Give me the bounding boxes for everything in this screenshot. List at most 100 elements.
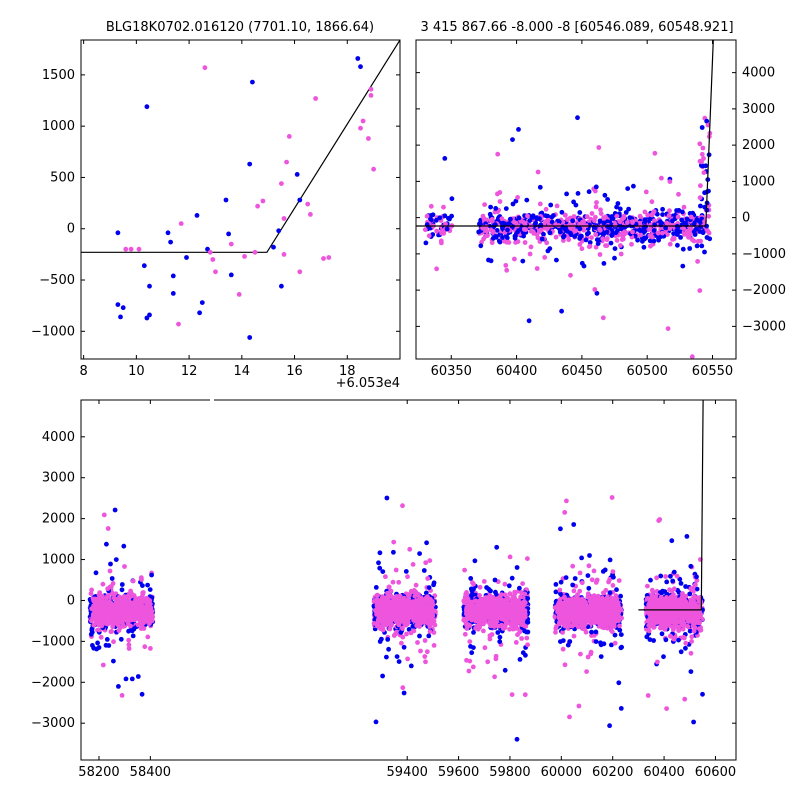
data-point xyxy=(676,208,682,213)
data-point xyxy=(423,240,429,246)
data-point xyxy=(145,582,151,588)
data-point xyxy=(687,246,693,251)
data-point xyxy=(558,526,563,532)
data-point xyxy=(379,636,384,642)
data-point xyxy=(627,215,633,221)
data-point xyxy=(510,137,515,143)
data-point xyxy=(438,238,444,244)
data-point xyxy=(592,287,598,292)
data-point xyxy=(484,228,489,234)
data-point xyxy=(482,202,487,208)
data-point xyxy=(247,335,253,340)
data-point xyxy=(437,215,443,221)
data-point xyxy=(573,228,578,234)
data-point xyxy=(489,217,495,223)
data-point xyxy=(594,200,599,205)
data-point xyxy=(675,242,680,248)
data-point xyxy=(543,225,548,231)
data-point xyxy=(589,235,594,241)
data-point xyxy=(141,619,147,625)
data-point xyxy=(610,216,616,222)
data-point xyxy=(520,219,526,225)
data-point xyxy=(441,204,446,210)
data-point xyxy=(596,145,602,150)
data-point xyxy=(600,315,606,321)
data-point xyxy=(380,673,385,679)
data-point xyxy=(507,554,513,560)
data-point xyxy=(625,220,630,225)
data-point xyxy=(281,216,287,221)
data-point xyxy=(612,632,618,638)
data-point xyxy=(576,703,582,709)
data-point xyxy=(649,199,655,205)
data-point xyxy=(513,640,519,645)
data-point xyxy=(631,183,636,189)
data-point xyxy=(109,576,115,581)
data-point xyxy=(148,646,153,651)
data-point xyxy=(564,191,569,197)
data-point xyxy=(255,203,260,209)
data-point xyxy=(618,251,624,257)
data-point xyxy=(202,65,208,71)
data-point xyxy=(609,233,615,239)
data-point xyxy=(96,627,102,633)
data-point xyxy=(515,229,520,235)
data-point xyxy=(701,170,707,176)
data-point xyxy=(170,273,176,279)
data-point xyxy=(485,659,491,665)
data-point xyxy=(704,118,710,124)
data-point xyxy=(484,585,489,590)
data-point xyxy=(526,318,532,324)
data-point xyxy=(492,674,497,680)
data-point xyxy=(661,654,666,660)
data-point xyxy=(542,255,548,260)
x-tick-label: 16 xyxy=(286,364,303,379)
data-point xyxy=(141,263,147,269)
data-point xyxy=(250,79,255,85)
data-point xyxy=(126,610,132,616)
x-tick-label: 8 xyxy=(79,364,87,379)
data-point xyxy=(618,645,624,651)
data-point xyxy=(517,585,522,591)
data-point xyxy=(120,305,126,311)
season-frame xyxy=(415,39,737,360)
data-point xyxy=(660,206,665,212)
data-point xyxy=(651,238,657,244)
data-point xyxy=(492,577,498,583)
data-point xyxy=(698,163,704,168)
data-point xyxy=(424,540,429,546)
data-point xyxy=(619,237,625,243)
data-point xyxy=(525,629,531,635)
data-point xyxy=(666,213,672,218)
data-point xyxy=(494,544,500,550)
y-tick-label: 1500 xyxy=(42,68,75,83)
data-point xyxy=(560,638,566,643)
data-point xyxy=(559,209,565,215)
data-point xyxy=(138,601,144,607)
data-point xyxy=(410,562,416,567)
data-point xyxy=(426,585,432,590)
data-point xyxy=(520,258,526,264)
data-point xyxy=(587,553,592,558)
data-point xyxy=(609,495,615,500)
data-point xyxy=(112,612,118,617)
data-point xyxy=(659,230,665,236)
data-point xyxy=(124,615,130,620)
data-point xyxy=(589,211,595,216)
data-point xyxy=(579,260,585,266)
data-point xyxy=(101,512,107,518)
data-point xyxy=(117,619,122,625)
data-point xyxy=(360,118,366,124)
data-point xyxy=(505,227,510,233)
data-point xyxy=(647,637,653,642)
data-point xyxy=(514,565,520,570)
data-point xyxy=(210,257,216,262)
data-point xyxy=(373,719,379,725)
data-point xyxy=(694,217,700,223)
data-point xyxy=(535,235,541,241)
data-point xyxy=(564,498,569,504)
data-point xyxy=(702,204,708,210)
data-point xyxy=(638,232,644,238)
data-point xyxy=(626,206,631,212)
data-point xyxy=(543,206,549,212)
